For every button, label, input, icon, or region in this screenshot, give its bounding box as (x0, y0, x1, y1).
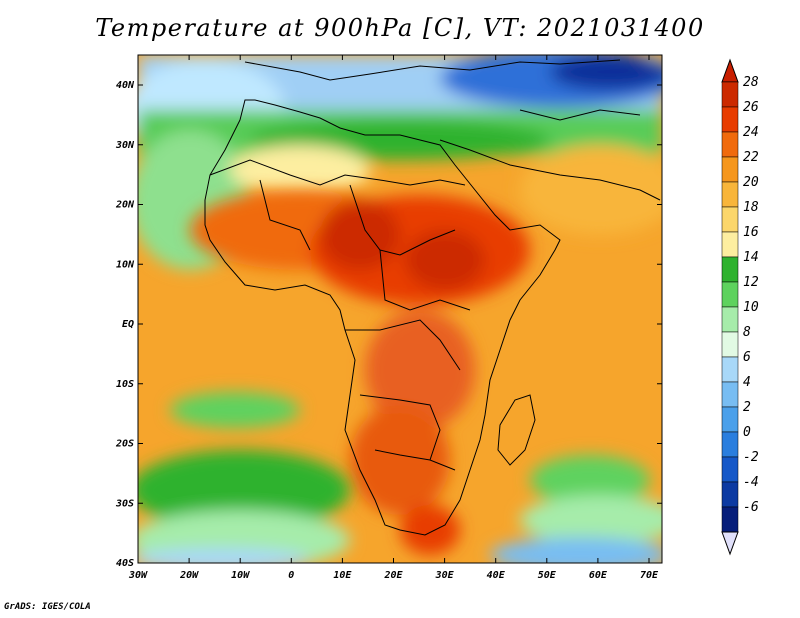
colorbar-swatch (721, 181, 739, 208)
colorbar-swatch (721, 281, 739, 308)
credit-label: GrADS: IGES/COLA (4, 602, 91, 612)
colorbar-swatch (721, 106, 739, 133)
lon-label: 20W (179, 570, 199, 581)
colorbar-label: 22 (743, 150, 759, 165)
colorbar-swatch (721, 506, 739, 533)
colorbar-swatch (721, 431, 739, 458)
colorbar-label: 16 (743, 225, 759, 240)
colorbar-label: -6 (743, 500, 759, 515)
colorbar-swatch (721, 456, 739, 483)
colorbar-swatch (721, 306, 739, 333)
colorbar-label: -2 (743, 450, 759, 465)
colorbar-label: 26 (743, 100, 759, 115)
colorbar-swatch (721, 131, 739, 158)
lon-label: 30W (128, 570, 148, 581)
lat-label: 20S (115, 439, 134, 450)
longitude-axis: 30W 20W 10W 0 10E 20E 30E 40E 50E 60E 70E (128, 55, 659, 581)
lon-label: 20E (383, 570, 403, 581)
lat-label: 10N (116, 259, 135, 270)
lon-label: 30E (435, 570, 455, 581)
colorbar-swatch (721, 481, 739, 508)
colorbar-label: 24 (743, 125, 759, 140)
colorbar-label: 6 (743, 350, 751, 365)
colorbar-label: 14 (743, 250, 759, 265)
lat-label: 20N (115, 200, 135, 211)
lat-label: EQ (122, 319, 134, 330)
colorbar-label: 12 (743, 275, 759, 290)
lat-label: 40S (116, 558, 134, 569)
colorbar-swatch (721, 256, 739, 283)
lon-label: 70E (640, 570, 659, 581)
colorbar-label: 10 (743, 300, 759, 315)
colorbar-label: 8 (743, 325, 751, 340)
colorbar-swatch (721, 81, 739, 108)
colorbar-swatch (721, 381, 739, 408)
colorbar-top-cap (721, 58, 739, 83)
colorbar-label: 4 (743, 375, 751, 390)
chart-title: Temperature at 900hPa [C], VT: 202103140… (95, 14, 705, 42)
colorbar-label: 28 (743, 75, 759, 90)
colorbar-swatch (721, 206, 739, 233)
colorbar-bottom-cap (721, 531, 739, 556)
colorbar-label: 2 (743, 400, 751, 415)
coastlines (204, 59, 661, 536)
lon-label: 40E (487, 570, 506, 581)
colorbar-label: 18 (743, 200, 759, 215)
colorbar-swatch (721, 356, 739, 383)
colorbar-swatch (721, 156, 739, 183)
lon-label: 10W (231, 570, 250, 581)
colorbar-swatch (721, 331, 739, 358)
map-frame (137, 54, 663, 564)
latitude-axis: 40N 30N 20N 10N EQ 10S 20S 30S 40S (115, 80, 662, 569)
colorbar-swatch (721, 406, 739, 433)
colorbar-label: 0 (743, 425, 751, 440)
lon-label: 10E (333, 570, 352, 581)
lat-label: 30N (115, 140, 135, 151)
lat-label: 40N (116, 80, 135, 91)
colorbar-swatch (721, 231, 739, 258)
colorbar-label: 20 (743, 175, 759, 190)
lat-label: 10S (116, 379, 134, 390)
lon-label: 50E (538, 570, 557, 581)
lon-label: 0 (288, 570, 294, 581)
lat-label: 30S (115, 498, 134, 509)
colorbar-label: -4 (743, 475, 759, 490)
lon-label: 60E (589, 570, 608, 581)
temperature-field (138, 55, 662, 563)
